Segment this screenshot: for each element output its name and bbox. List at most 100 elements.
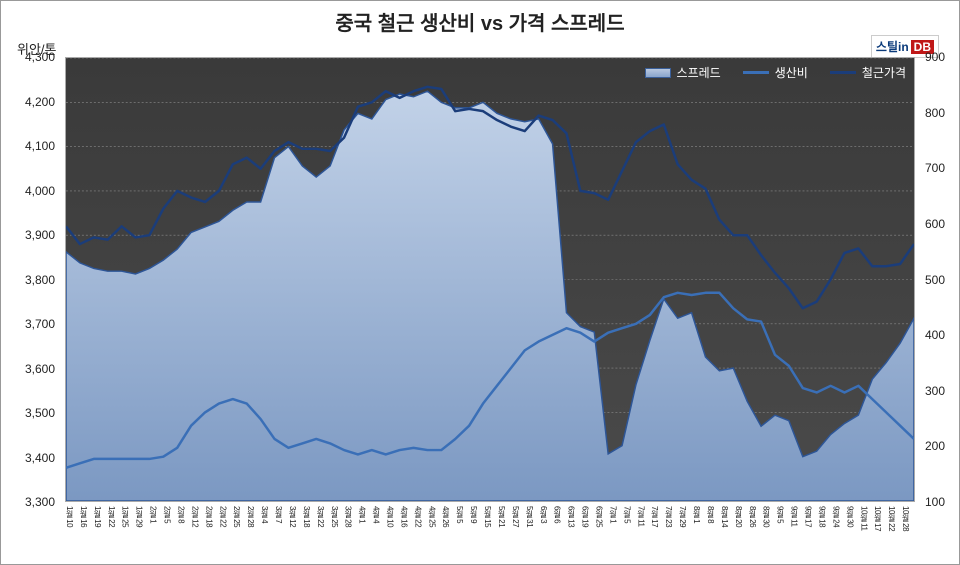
x-tick: 1월 29 [135,506,143,527]
y-right-tick: 600 [925,217,945,231]
x-tick: 2월 28 [246,506,254,527]
x-tick: 6월 6 [553,506,561,523]
y-left-tick: 4,200 [25,95,55,109]
x-tick: 2월 25 [232,506,240,527]
x-tick: 7월 11 [636,506,644,526]
plot-area: 스프레드 생산비 철근가격 [65,57,915,502]
x-tick: 9월 11 [790,506,798,526]
y-right-tick: 800 [925,106,945,120]
x-tick: 9월 17 [804,506,812,527]
x-tick: 4월 25 [427,506,435,527]
x-tick: 4월 10 [385,506,393,527]
x-tick: 9월 18 [817,506,825,527]
x-tick: 8월 8 [706,506,714,523]
x-tick: 5월 31 [525,506,533,527]
x-tick: 3월 7 [274,506,282,523]
y-left-tick: 4,000 [25,184,55,198]
y-right-tick: 400 [925,328,945,342]
x-tick: 8월 30 [762,506,770,527]
x-tick: 7월 1 [608,506,616,523]
y-left-tick: 3,700 [25,317,55,331]
x-tick: 5월 9 [469,506,477,523]
y-axis-right: 100200300400500600700800900 [919,57,959,502]
x-tick: 5월 21 [497,506,505,527]
legend-swatch-area [645,68,671,78]
x-tick: 8월 26 [748,506,756,527]
x-tick: 4월 16 [399,506,407,527]
x-tick: 9월 5 [776,506,784,523]
x-tick: 10월 17 [873,506,881,531]
legend-swatch-line [830,71,856,74]
x-tick: 1월 22 [107,506,115,527]
x-tick: 7월 17 [650,506,658,527]
legend-swatch-line [743,71,769,74]
x-tick: 5월 27 [511,506,519,527]
x-tick: 3월 28 [344,506,352,527]
y-left-tick: 3,400 [25,451,55,465]
x-tick: 2월 8 [176,506,184,523]
x-tick: 10월 28 [901,506,909,531]
y-left-tick: 3,800 [25,273,55,287]
x-tick: 6월 13 [567,506,575,527]
x-tick: 3월 22 [316,506,324,527]
y-right-tick: 700 [925,161,945,175]
x-tick: 6월 3 [539,506,547,523]
x-tick: 5월 5 [455,506,463,523]
y-left-tick: 3,900 [25,228,55,242]
x-tick: 1월 19 [93,506,101,527]
series-spread-area [66,91,914,501]
x-tick: 8월 1 [692,506,700,523]
y-right-tick: 500 [925,273,945,287]
x-tick: 1월 10 [65,506,73,527]
chart-svg [66,58,914,501]
x-tick: 4월 1 [358,506,366,523]
x-tick: 4월 4 [372,506,380,523]
x-tick: 8월 20 [734,506,742,527]
y-right-tick: 900 [925,50,945,64]
x-tick: 7월 29 [678,506,686,527]
y-right-tick: 300 [925,384,945,398]
x-tick: 2월 1 [149,506,157,523]
x-tick: 2월 18 [204,506,212,527]
x-tick: 2월 12 [190,506,198,527]
y-left-tick: 4,100 [25,139,55,153]
legend: 스프레드 생산비 철근가격 [645,64,906,81]
y-right-tick: 100 [925,495,945,509]
y-left-tick: 3,300 [25,495,55,509]
y-left-tick: 3,500 [25,406,55,420]
x-tick: 5월 15 [483,506,491,527]
legend-item-spread: 스프레드 [645,64,721,81]
legend-label: 철근가격 [862,64,906,81]
x-tick: 9월 30 [845,506,853,527]
legend-item-price: 철근가격 [830,64,906,81]
x-tick: 6월 25 [595,506,603,527]
x-tick: 6월 19 [581,506,589,527]
chart-title: 중국 철근 생산비 vs 가격 스프레드 [1,7,959,36]
x-tick: 9월 24 [831,506,839,527]
x-tick: 2월 5 [163,506,171,523]
x-tick: 3월 12 [288,506,296,527]
y-right-tick: 200 [925,439,945,453]
y-left-tick: 3,600 [25,362,55,376]
x-tick: 10월 11 [859,506,867,530]
x-tick: 7월 5 [622,506,630,523]
legend-label: 생산비 [775,64,808,81]
x-tick: 4월 26 [441,506,449,527]
x-tick: 3월 4 [260,506,268,523]
x-tick: 7월 23 [664,506,672,527]
x-tick: 3월 25 [330,506,338,527]
x-axis: 1월 10 1월 16 1월 19 1월 22 1월 25 1월 29 2월 1 2월 5 2월… [65,504,915,564]
y-axis-left: 3,3003,4003,5003,6003,7003,8003,9004,000… [1,57,61,502]
x-tick: 1월 25 [121,506,129,527]
x-tick: 4월 22 [413,506,421,527]
brand-prefix: 스틸in [876,38,909,55]
x-tick: 10월 22 [887,506,895,531]
x-tick: 3월 18 [302,506,310,527]
chart-frame: 중국 철근 생산비 vs 가격 스프레드 위안/톤 스틸in DB 3,3003… [0,0,960,565]
x-tick: 8월 14 [720,506,728,527]
legend-label: 스프레드 [677,64,721,81]
x-tick: 1월 16 [79,506,87,527]
legend-item-cost: 생산비 [743,64,808,81]
x-tick: 2월 22 [218,506,226,527]
y-left-tick: 4,300 [25,50,55,64]
